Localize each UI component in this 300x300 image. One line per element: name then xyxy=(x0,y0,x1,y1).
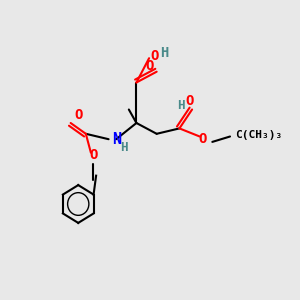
Text: H: H xyxy=(160,46,168,60)
Text: O: O xyxy=(185,94,194,108)
Text: N: N xyxy=(112,132,121,147)
Text: H: H xyxy=(120,141,127,154)
Text: O: O xyxy=(198,132,206,146)
Text: C(CH₃)₃: C(CH₃)₃ xyxy=(235,130,282,140)
Text: O: O xyxy=(74,108,82,122)
Text: H: H xyxy=(177,99,184,112)
Text: O: O xyxy=(89,148,98,162)
Text: O: O xyxy=(150,49,158,62)
Text: O: O xyxy=(145,59,153,73)
